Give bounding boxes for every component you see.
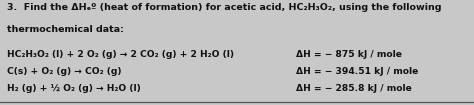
Text: ΔH = − 394.51 kJ / mole: ΔH = − 394.51 kJ / mole (296, 67, 419, 76)
Text: H₂ (g) + ½ O₂ (g) → H₂O (l): H₂ (g) + ½ O₂ (g) → H₂O (l) (7, 84, 141, 93)
Text: ΔH = − 875 kJ / mole: ΔH = − 875 kJ / mole (296, 50, 402, 59)
Text: ΔH = − 285.8 kJ / mole: ΔH = − 285.8 kJ / mole (296, 84, 412, 93)
Text: 3.  Find the ΔHₑº (heat of formation) for acetic acid, HC₂H₃O₂, using the follow: 3. Find the ΔHₑº (heat of formation) for… (7, 3, 442, 12)
Text: C(s) + O₂ (g) → CO₂ (g): C(s) + O₂ (g) → CO₂ (g) (7, 67, 122, 76)
Text: thermochemical data:: thermochemical data: (7, 25, 124, 34)
Text: HC₂H₃O₂ (l) + 2 O₂ (g) → 2 CO₂ (g) + 2 H₂O (l): HC₂H₃O₂ (l) + 2 O₂ (g) → 2 CO₂ (g) + 2 H… (7, 50, 234, 59)
